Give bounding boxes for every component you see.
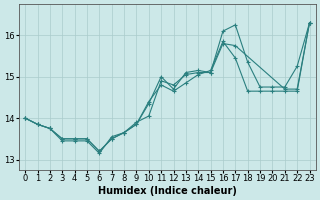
X-axis label: Humidex (Indice chaleur): Humidex (Indice chaleur) bbox=[98, 186, 237, 196]
